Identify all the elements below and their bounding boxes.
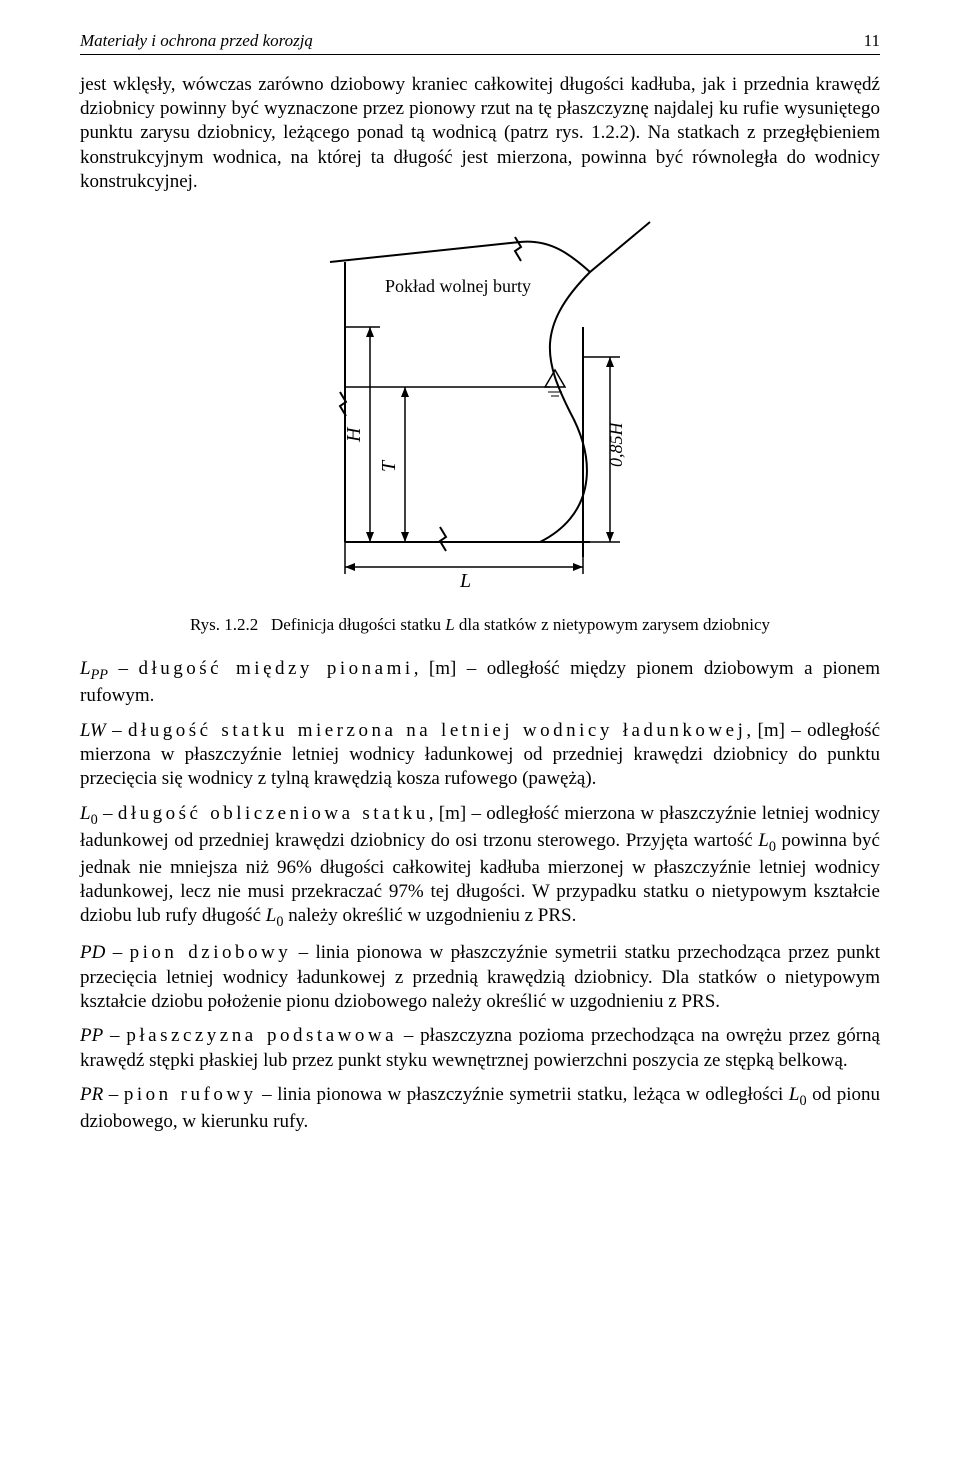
- l0-sym: L: [80, 803, 91, 824]
- caption-prefix: Rys. 1.2.2: [190, 615, 258, 634]
- running-header: Materiały i ochrona przed korozją 11: [80, 30, 880, 55]
- lw-term: długość statku mierzona na letniej wodni…: [128, 720, 746, 741]
- deck-label: Pokład wolnej burty: [385, 276, 531, 296]
- l0-L0a-sub: 0: [769, 838, 776, 854]
- l0-term: długość obliczeniowa statku: [118, 803, 429, 824]
- ship-diagram-svg: Pokład wolnej burty H T: [290, 212, 670, 592]
- pd-sym: PD: [80, 942, 105, 963]
- pp-term: płaszczyzna podstawowa: [126, 1025, 397, 1046]
- def-pp: PP – płaszczyzna podstawowa – płaszczyzn…: [80, 1024, 880, 1073]
- pr-term: pion rufowy: [124, 1084, 257, 1105]
- def-lw: LW – długość statku mierzona na letniej …: [80, 719, 880, 792]
- pr-L0-sub: 0: [799, 1093, 806, 1109]
- pp-sym: PP: [80, 1025, 103, 1046]
- caption-text2: dla statków z nietypowym zarysem dziobni…: [455, 615, 770, 634]
- label-085H: 0,85H: [606, 422, 626, 468]
- caption-L: L: [445, 615, 454, 634]
- lpp-dash: –: [108, 658, 138, 679]
- figure-caption: Rys. 1.2.2 Definicja długości statku L d…: [80, 614, 880, 636]
- pr-rest-a: – linia pionowa w płaszczyźnie symetrii …: [257, 1084, 789, 1105]
- def-lpp: LPP – długość między pionami, [m] – odle…: [80, 657, 880, 708]
- lw-sym: LW: [80, 720, 106, 741]
- def-pr: PR – pion rufowy – linia pionowa w płasz…: [80, 1083, 880, 1134]
- pr-dash: –: [103, 1084, 124, 1105]
- pd-dash: –: [105, 942, 129, 963]
- l0-rest-c: należy określić w uzgodnieniu z PRS.: [283, 905, 576, 926]
- header-title: Materiały i ochrona przed korozją: [80, 30, 313, 52]
- lpp-sub: PP: [91, 667, 108, 683]
- def-pd: PD – pion dziobowy – linia pionowa w pła…: [80, 941, 880, 1014]
- pd-term: pion dziobowy: [130, 942, 292, 963]
- paragraph-1: jest wklęsły, wówczas zarówno dziobowy k…: [80, 73, 880, 195]
- page-number: 11: [864, 30, 880, 52]
- l0-sub: 0: [91, 811, 98, 827]
- label-H: H: [343, 426, 365, 443]
- caption-text1: Definicja długości statku: [271, 615, 445, 634]
- l0-dash: –: [98, 803, 118, 824]
- l0-L0b: L: [266, 905, 277, 926]
- lpp-term: długość między pionami: [138, 658, 413, 679]
- pr-sym: PR: [80, 1084, 103, 1105]
- label-L: L: [459, 570, 471, 592]
- lpp-sym: L: [80, 658, 91, 679]
- lw-dash: –: [106, 720, 128, 741]
- pp-dash: –: [103, 1025, 126, 1046]
- figure-1-2-2: Pokład wolnej burty H T: [80, 212, 880, 599]
- def-l0: L0 – długość obliczeniowa statku, [m] – …: [80, 802, 880, 932]
- l0-L0a: L: [758, 830, 769, 851]
- pr-L0: L: [789, 1084, 800, 1105]
- label-T: T: [378, 459, 400, 472]
